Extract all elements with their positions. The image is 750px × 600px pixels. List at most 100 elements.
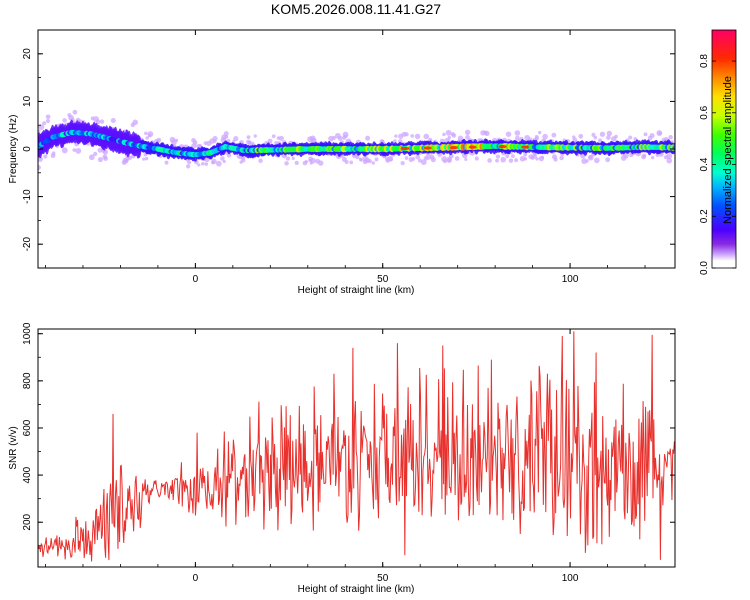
colorbar-tick-label: 0.4: [699, 157, 710, 171]
spectrogram-x-tick-label: 50: [377, 274, 389, 285]
spectrogram-halo-cell: [174, 138, 179, 142]
spectrogram-halo-cell: [606, 130, 613, 137]
spectrogram-halo-cell: [197, 163, 201, 167]
colorbar-gradient: [711, 29, 737, 269]
colorbar: 0.0 0.2 0.4 0.6 0.8: [699, 29, 737, 275]
spectrogram-halo-cell: [420, 159, 427, 165]
spectrogram-halo-cell: [411, 157, 416, 161]
spectrogram-halo-cell: [519, 155, 526, 162]
spectrogram-halo-cell: [102, 149, 109, 155]
spectrogram-x-axis-label: Height of straight line (km): [298, 285, 415, 296]
spectrogram-halo-cell: [643, 132, 648, 137]
spectrogram-halo-cell: [88, 154, 95, 161]
spectrogram-halo-cell: [598, 138, 603, 143]
spectrogram-halo-cell: [253, 134, 257, 138]
spectrogram-halo-cell: [51, 151, 56, 156]
spectrogram-halo-cell: [394, 134, 398, 138]
spectrogram-halo-cell: [487, 158, 492, 163]
spectrogram-halo-cell: [349, 160, 354, 165]
spectrogram-halo-cell: [75, 148, 82, 154]
spectrogram-halo-cell: [258, 158, 263, 163]
page-title: KOM5.2026.008.11.41.G27: [270, 1, 442, 17]
spectrogram-halo-cell: [514, 158, 519, 163]
spectrogram-halo-cell: [222, 159, 226, 164]
spectrogram-halo-cell: [144, 156, 149, 161]
spectrogram-halo-cell: [666, 153, 673, 160]
spectrogram-halo-cell: [371, 161, 375, 165]
spectrogram-halo-cell: [535, 157, 539, 161]
spectrogram-halo-cell: [38, 124, 45, 131]
spectrogram-halo-cell: [93, 151, 98, 157]
spectrogram-halo-cell: [430, 157, 436, 163]
spectrogram-halo-cell: [404, 132, 409, 137]
spectrogram-halo-cell: [465, 135, 470, 140]
spectrogram-halo-cell: [484, 130, 490, 137]
spectrogram-halo-cell: [443, 159, 447, 164]
spectrogram-halo-cell: [585, 159, 589, 163]
colorbar-tick-label: 0.2: [699, 209, 710, 223]
spectrogram-halo-cell: [650, 155, 655, 160]
spectrogram-halo-cell: [201, 161, 205, 166]
spectrogram-halo-cell: [144, 131, 148, 136]
spectrogram-halo-cell: [428, 137, 433, 143]
spectrogram-halo-cell: [559, 155, 564, 161]
snr-panel: 0 50 100 1000 800 600 400 200 Height of straigh…: [8, 322, 676, 595]
colorbar-label: Normalized spectral amplitude: [722, 76, 734, 224]
spectrogram-halo-cell: [415, 154, 421, 160]
spectrogram-halo-cell: [337, 135, 343, 141]
spectrogram-halo-cell: [192, 140, 198, 145]
spectrogram-halo-cell: [523, 157, 528, 161]
spectrogram-halo-cell: [61, 147, 68, 154]
spectrogram-halo-cell: [212, 136, 218, 142]
spectrogram-halo-cell: [42, 121, 47, 126]
spectrogram-peak-cell: [468, 145, 477, 149]
spectrogram-halo-cell: [445, 129, 452, 136]
spectrogram-halo-cell: [95, 119, 101, 125]
spectrogram-halo-cell: [553, 157, 558, 162]
spectrogram-halo-cell: [542, 133, 548, 140]
spectrogram-halo-cell: [38, 165, 41, 170]
spectrogram-halo-cell: [464, 129, 471, 135]
spectrogram-halo-cell: [187, 160, 192, 165]
spectrogram-halo-cell: [404, 156, 409, 160]
spectrogram-halo-cell: [593, 135, 598, 140]
spectrogram-halo-cell: [605, 157, 611, 163]
spectrogram-peak-cell: [449, 145, 458, 150]
spectrogram-halo-cell: [540, 155, 545, 159]
spectrogram-halo-cell: [388, 157, 393, 162]
spectrogram-halo-cell: [223, 131, 229, 137]
spectrogram-halo-cell: [410, 134, 415, 138]
spectrogram-halo-cell: [523, 152, 527, 157]
spectrogram-halo-cell: [220, 156, 225, 161]
spectrogram-halo-cell: [304, 160, 308, 164]
spectrogram-halo-cell: [446, 157, 452, 164]
spectrogram-halo-cell: [367, 158, 372, 164]
spectrogram-y-tick-label: 10: [22, 95, 33, 107]
spectrogram-halo-cell: [38, 129, 41, 133]
spectrogram-halo-cell: [666, 157, 673, 164]
spectrogram-y-axis-label: Frequency (Hz): [8, 115, 19, 184]
snr-x-tick-label: 50: [377, 573, 389, 584]
colorbar-ticks: 0.0 0.2 0.4 0.6 0.8: [699, 54, 736, 275]
snr-x-axis-label: Height of straight line (km): [298, 584, 415, 595]
spectrogram-halo-cell: [358, 157, 363, 161]
spectrogram-halo-cell: [508, 158, 514, 163]
spectrogram-halo-cell: [45, 114, 51, 120]
spectrogram-heatmap: [38, 109, 675, 170]
spectrogram-halo-cell: [204, 162, 209, 166]
spectrogram-halo-cell: [447, 135, 451, 140]
spectrogram-halo-cell: [495, 154, 501, 159]
spectrogram-halo-cell: [99, 119, 105, 124]
spectrogram-peak-cell: [498, 145, 507, 149]
spectrogram-halo-cell: [110, 117, 116, 124]
spectrogram-halo-cell: [278, 135, 284, 141]
spectrogram-halo-cell: [332, 135, 336, 140]
spectrogram-peak-cell: [401, 146, 410, 151]
spectrogram-halo-cell: [511, 154, 515, 159]
spectrogram-halo-cell: [668, 135, 673, 140]
spectrogram-halo-cell: [344, 159, 349, 164]
spectrogram-halo-cell: [514, 130, 521, 136]
spectrogram-halo-cell: [211, 158, 217, 164]
spectrogram-halo-cell: [495, 158, 499, 163]
spectrogram-halo-cell: [291, 156, 295, 160]
